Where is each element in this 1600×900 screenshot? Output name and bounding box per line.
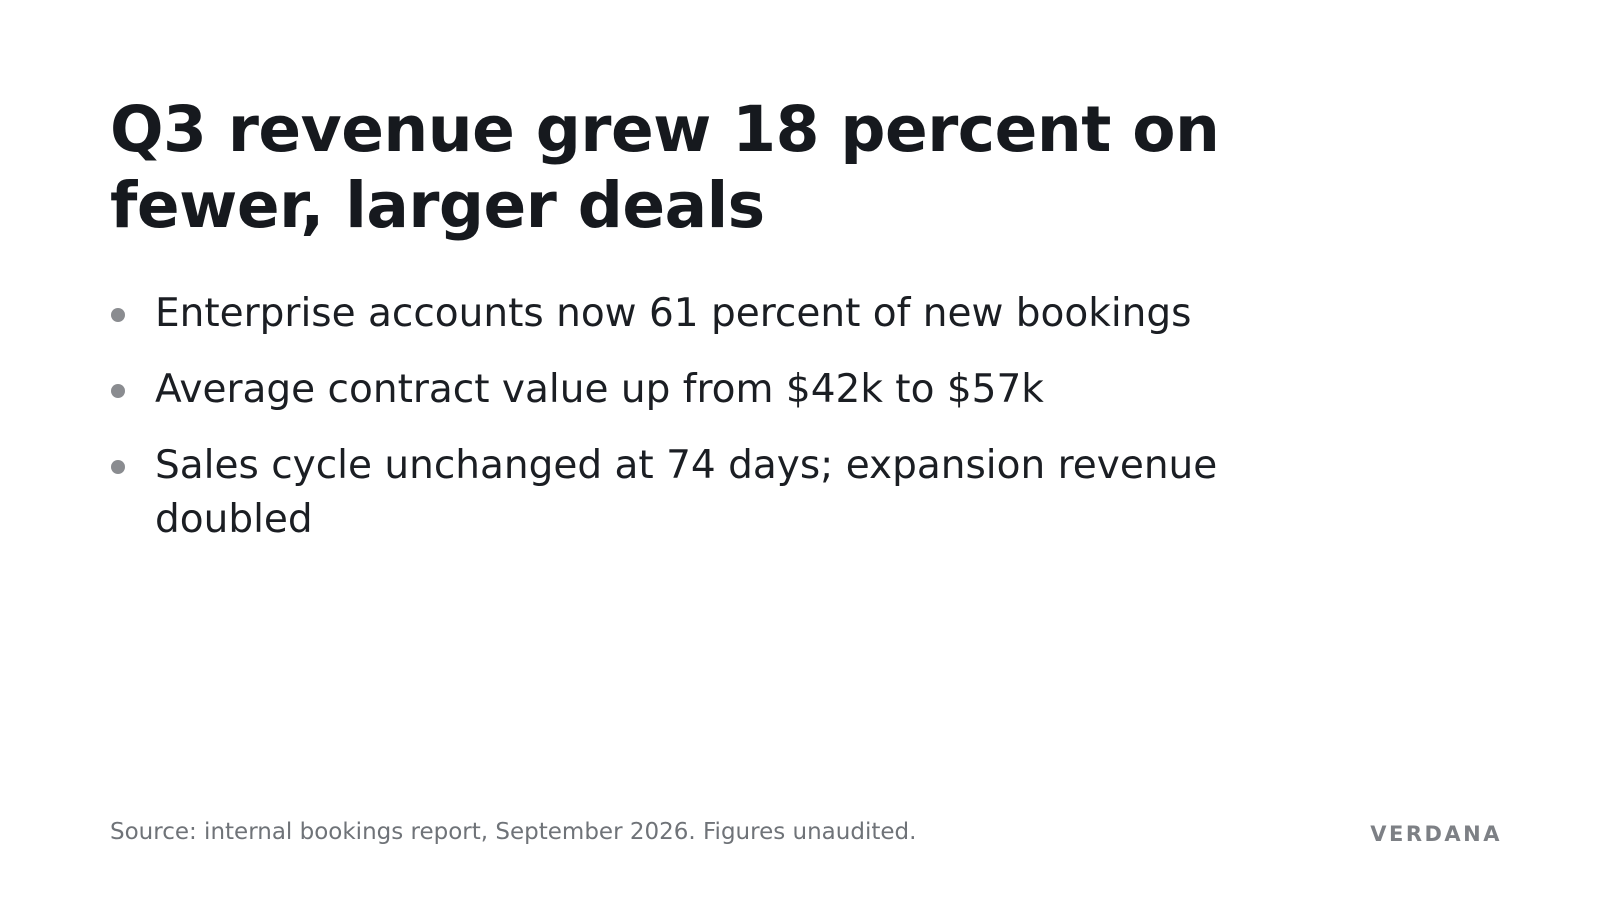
bullet-text: Average contract value up from $42k to $… [155, 367, 1044, 412]
bullet-text: Sales cycle unchanged at 74 days; expans… [155, 443, 1218, 542]
bullet-list: Enterprise accounts now 61 percent of ne… [110, 287, 1350, 569]
bullet-dot-icon [111, 384, 125, 398]
brand-wordmark: VERDANA [1370, 822, 1502, 846]
bullet-dot-icon [111, 308, 125, 322]
source-footnote: Source: internal bookings report, Septem… [110, 819, 917, 845]
slide-title: Q3 revenue grew 18 percent on fewer, lar… [110, 93, 1220, 242]
bullet-text: Enterprise accounts now 61 percent of ne… [155, 291, 1192, 336]
bullet-dot-icon [111, 460, 125, 474]
bullet-item-enterprise-accounts: Enterprise accounts now 61 percent of ne… [110, 287, 1350, 341]
bullet-item-contract-value: Average contract value up from $42k to $… [110, 363, 1350, 417]
bullet-item-sales-cycle: Sales cycle unchanged at 74 days; expans… [110, 439, 1350, 547]
